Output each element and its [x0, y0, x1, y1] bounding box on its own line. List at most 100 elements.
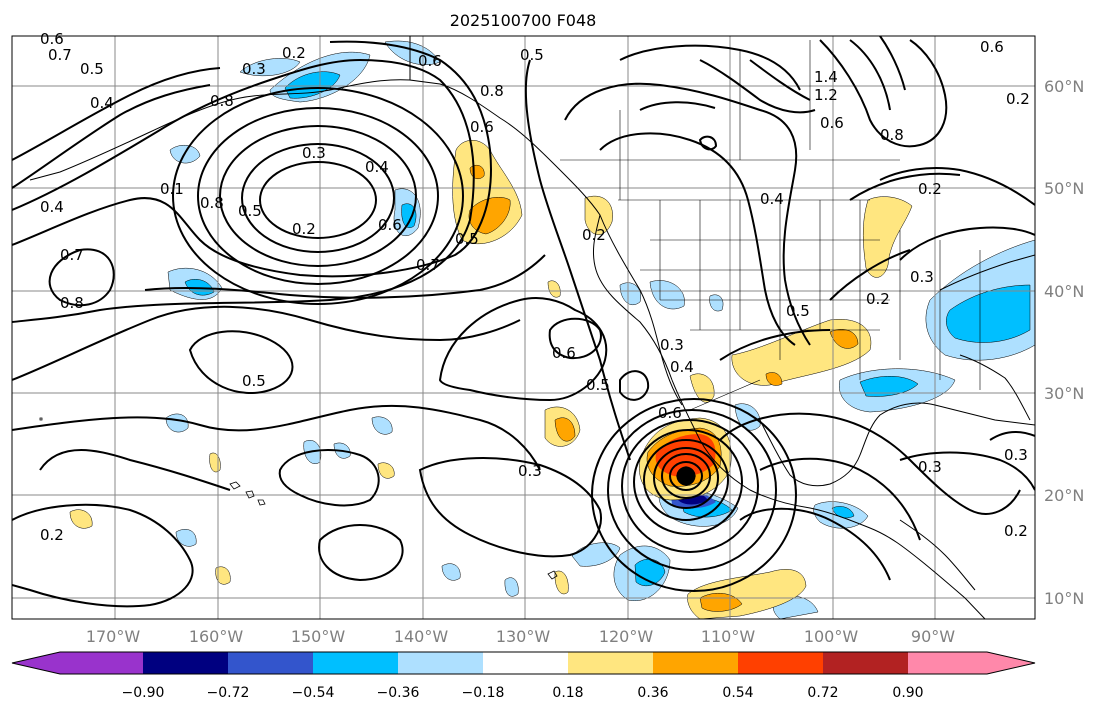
contour-label: 0.6	[418, 52, 442, 70]
contour-label: 0.5	[520, 46, 544, 64]
contour-label: 1.2	[814, 86, 838, 104]
lat-label: 30°N	[1044, 384, 1084, 403]
colorbar-tick-label: −0.54	[292, 685, 335, 701]
colorbar-outline	[11, 651, 1036, 675]
contour-label: 0.3	[302, 144, 326, 162]
contour-label: 0.7	[416, 256, 440, 274]
contour-label: 0.3	[518, 462, 542, 480]
colorbar-tick-label: 0.18	[552, 685, 583, 701]
contour-label: 0.5	[80, 60, 104, 78]
colorbar-segment	[568, 652, 654, 674]
colorbar-tick-label: 0.36	[637, 685, 668, 701]
contour-label: 0.7	[48, 46, 72, 64]
colorbar-segment	[823, 652, 909, 674]
contour-label: 0.2	[282, 44, 306, 62]
colorbar-tick-label: 0.72	[807, 685, 838, 701]
contour-label: 0.2	[292, 220, 316, 238]
low-center-ring	[676, 466, 696, 486]
state-borders	[560, 40, 981, 411]
lat-label: 60°N	[1044, 77, 1084, 96]
contour-label: 0.1	[160, 180, 184, 198]
colorbar-segment	[908, 652, 988, 674]
contour-label: 0.2	[1006, 90, 1030, 108]
colorbar-tick-label: 0.54	[722, 685, 753, 701]
lat-label: 20°N	[1044, 486, 1084, 505]
contour-label: 1.4	[814, 68, 838, 86]
lon-label: 140°W	[394, 627, 449, 646]
lat-label: 10°N	[1044, 589, 1084, 608]
map-title: 2025100700 F048	[450, 11, 597, 30]
colorbar-segment	[60, 652, 144, 674]
contour-label: 0.3	[242, 60, 266, 78]
contour-label: 0.5	[242, 372, 266, 390]
colorbar-left-extension	[12, 652, 60, 674]
contour-label: 0.6	[470, 118, 494, 136]
colorbar-tick-label: −0.36	[377, 685, 420, 701]
contour-label: 0.3	[1004, 446, 1028, 464]
colorbar-segment	[483, 652, 569, 674]
contour-label: 0.8	[200, 194, 224, 212]
contour-label: 0.2	[40, 526, 64, 544]
contour-label: 0.6	[552, 344, 576, 362]
contour-label: 0.2	[582, 226, 606, 244]
contour-lines	[12, 36, 1035, 608]
contour-label: 0.6	[658, 404, 682, 422]
colorbar-tick-label: −0.18	[462, 685, 505, 701]
contour-label: 0.5	[586, 376, 610, 394]
colorbar-segment	[653, 652, 739, 674]
contour-label: 0.6	[378, 216, 402, 234]
lon-label: 90°W	[911, 627, 955, 646]
contour-label: 0.8	[60, 294, 84, 312]
lon-label: 170°W	[86, 627, 141, 646]
contour-label: 0.3	[910, 268, 934, 286]
colorbar-right-extension	[987, 652, 1035, 674]
map-border	[11, 35, 1036, 620]
lon-label: 130°W	[496, 627, 551, 646]
colorbar-segment	[228, 652, 314, 674]
contour-label: 0.3	[918, 458, 942, 476]
islands	[39, 417, 558, 580]
lat-label: 50°N	[1044, 179, 1084, 198]
contour-label: 0.5	[238, 202, 262, 220]
colorbar-segment	[738, 652, 824, 674]
contour-label: 0.5	[786, 302, 810, 320]
colorbar-segment	[398, 652, 484, 674]
map-frame	[12, 36, 1035, 619]
coastlines	[29, 36, 1035, 619]
contour-label: 0.4	[670, 358, 694, 376]
lat-label: 40°N	[1044, 282, 1084, 301]
contour-label: 0.6	[980, 38, 1004, 56]
contour-label: 0.2	[866, 290, 890, 308]
contour-label: 0.8	[210, 92, 234, 110]
colorbar-tick-label: −0.90	[122, 685, 165, 701]
lon-label: 160°W	[189, 627, 244, 646]
contour-label: 0.2	[918, 180, 942, 198]
lon-label: 150°W	[291, 627, 346, 646]
colorbar-segment	[143, 652, 229, 674]
contour-label: 0.4	[40, 198, 64, 216]
contour-label: 0.4	[365, 158, 389, 176]
latitude-labels: 60°N 50°N 40°N 30°N 20°N 10°N	[1044, 77, 1084, 608]
colorbar-tick-label: 0.90	[892, 685, 923, 701]
contour-label: 0.4	[90, 94, 114, 112]
contour-label: 0.8	[880, 126, 904, 144]
contour-label-group: 0.6 0.7 0.5 0.4 0.3 0.2 0.6 0.5 0.8 0.1 …	[40, 30, 1030, 544]
longitude-labels: 170°W 160°W 150°W 140°W 130°W 120°W 110°…	[86, 627, 955, 646]
colorbar-tick-label: −0.72	[207, 685, 250, 701]
contour-label: 0.5	[455, 230, 479, 248]
contour-label: 0.7	[60, 246, 84, 264]
lon-label: 120°W	[599, 627, 654, 646]
very-strong-positive-anomaly-shading	[655, 434, 716, 477]
lon-label: 110°W	[701, 627, 756, 646]
contour-label: 0.2	[1004, 522, 1028, 540]
colorbar-tick-labels: −0.90 −0.72 −0.54 −0.36 −0.18 0.18 0.36 …	[122, 685, 924, 701]
contour-label: 0.6	[820, 114, 844, 132]
contour-label: 0.6	[40, 30, 64, 48]
colorbar-segment	[313, 652, 399, 674]
lat-lon-grid	[12, 36, 1035, 619]
colorbar	[11, 651, 1036, 675]
contour-label: 0.3	[660, 336, 684, 354]
contour-label: 0.4	[760, 190, 784, 208]
lon-label: 100°W	[804, 627, 859, 646]
